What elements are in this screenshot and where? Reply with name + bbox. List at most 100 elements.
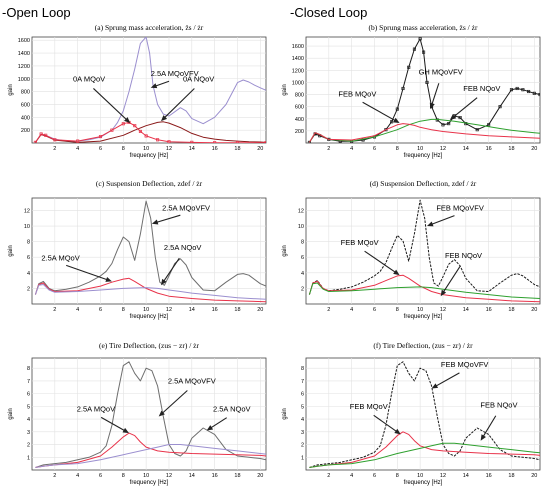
data-point (133, 124, 137, 128)
x-tick-label: 16 (486, 146, 492, 152)
data-point (475, 128, 479, 132)
series-group (307, 37, 540, 143)
data-point (407, 65, 411, 69)
data-point (121, 122, 125, 126)
chart-cl3: (f) Tire Deflection, (zus − zr) / żr 2 4 6 8… (282, 341, 541, 486)
y-tick-label: 400 (21, 115, 30, 121)
data-point (98, 135, 103, 139)
x-tick-label: 12 (166, 307, 172, 313)
y-tick-label: 1600 (18, 38, 30, 44)
y-tick-label: 7 (27, 379, 30, 385)
plot-frame (31, 357, 267, 471)
series-line-2-5a-mqov (35, 432, 266, 468)
panels: (a) Sprung mass acceleration, z̈s / żr 2 4… (8, 23, 541, 486)
annotation-arrow (100, 416, 127, 433)
annotation-label: FEB MQoV (341, 238, 379, 247)
annotation-arrow (162, 88, 195, 120)
x-tick-label: 20 (531, 473, 537, 479)
x-tick-label: 6 (99, 146, 102, 152)
annotation-arrow (154, 214, 181, 224)
x-tick-label: 4 (350, 146, 353, 152)
x-tick-label: 18 (508, 473, 514, 479)
data-point (39, 132, 43, 136)
y-axis-label: gain (8, 408, 14, 419)
x-tick-label: 16 (486, 307, 492, 313)
data-point (395, 107, 399, 111)
data-point (401, 86, 405, 91)
x-tick-label: 6 (373, 146, 376, 152)
x-tick-label: 10 (417, 473, 423, 479)
y-tick-label: 4 (301, 417, 304, 423)
y-tick-label: 600 (21, 102, 30, 108)
annotation-label: 2.5A MQoVFV (168, 376, 216, 385)
y-tick-label: 600 (295, 105, 304, 111)
arrowhead-icon (393, 117, 400, 124)
x-tick-label: 8 (122, 146, 125, 152)
arrowhead-icon (394, 428, 401, 435)
data-point (412, 47, 416, 51)
annotation-arrow (160, 390, 188, 415)
series-group (308, 199, 540, 303)
y-tick-label: 3 (27, 430, 30, 436)
x-tick-label: 14 (463, 307, 469, 313)
annotation-arrow (429, 215, 455, 226)
chart-ol2: (c) Suspension Deflection, zdef / żr 2 4 6 8… (8, 179, 267, 320)
x-tick-label: 6 (373, 473, 376, 479)
y-axis-label: gain (282, 408, 288, 419)
y-tick-label: 8 (301, 240, 304, 246)
annotation-label: FEB MQoV (350, 402, 388, 411)
data-point (110, 128, 114, 132)
y-tick-label: 12 (24, 208, 30, 214)
y-tick-label: 800 (295, 93, 304, 99)
data-point (390, 120, 394, 124)
plot-frame (305, 357, 541, 471)
annotation-arrow (451, 97, 478, 119)
data-point (418, 37, 422, 41)
series-line-2-5a-mqovfv (34, 200, 266, 295)
x-tick-label: 20 (531, 307, 537, 313)
x-tick-label: 2 (327, 473, 330, 479)
y-tick-label: 200 (21, 128, 30, 134)
x-tick-label: 8 (396, 146, 399, 152)
y-tick-label: 1400 (292, 56, 304, 62)
y-tick-label: 5 (27, 404, 30, 410)
y-tick-label: 1000 (18, 77, 30, 83)
x-axis-label: frequency [Hz] (130, 153, 169, 159)
annotation-label: 0A MQoV (73, 74, 105, 83)
y-tick-label: 800 (21, 90, 30, 96)
series-group (34, 200, 266, 303)
y-tick-label: 12 (298, 208, 304, 214)
x-axis-label: frequency [Hz] (404, 153, 443, 159)
arrowhead-icon (206, 425, 214, 431)
chart-title: (a) Sprung mass acceleration, z̈s / żr (95, 23, 204, 32)
x-tick-label: 10 (143, 307, 149, 313)
chart-ol3: (e) Tire Deflection, (zus − zr) / żr 2 4 6 8… (8, 341, 267, 486)
data-point (44, 133, 48, 137)
data-point (538, 92, 540, 97)
arrowhead-icon (426, 221, 434, 227)
x-tick-label: 4 (350, 473, 353, 479)
x-tick-label: 16 (212, 473, 218, 479)
arrowhead-icon (158, 410, 165, 417)
x-tick-label: 4 (350, 307, 353, 313)
x-tick-label: 12 (440, 307, 446, 313)
y-tick-label: 1000 (292, 80, 304, 86)
y-tick-label: 6 (301, 255, 304, 261)
y-tick-label: 10 (24, 224, 30, 230)
data-point (167, 140, 171, 143)
chart-title: (f) Tire Deflection, (zus − zr) / żr (373, 341, 473, 350)
series-group (33, 37, 266, 143)
y-tick-label: 1 (301, 455, 304, 461)
annotation-arrow (433, 372, 460, 388)
annotation-arrow (362, 101, 398, 123)
arrowhead-icon (124, 117, 131, 124)
plot-frame (305, 197, 541, 305)
y-tick-label: 4 (27, 417, 30, 423)
y-tick-label: 8 (27, 366, 30, 372)
chart-title: (c) Suspension Deflection, zdef / żr (96, 179, 203, 188)
x-tick-label: 12 (440, 473, 446, 479)
data-point (532, 91, 536, 95)
data-point (190, 140, 194, 143)
series-line-0a-nqov (34, 121, 266, 143)
x-axis-label: frequency [Hz] (404, 480, 443, 486)
